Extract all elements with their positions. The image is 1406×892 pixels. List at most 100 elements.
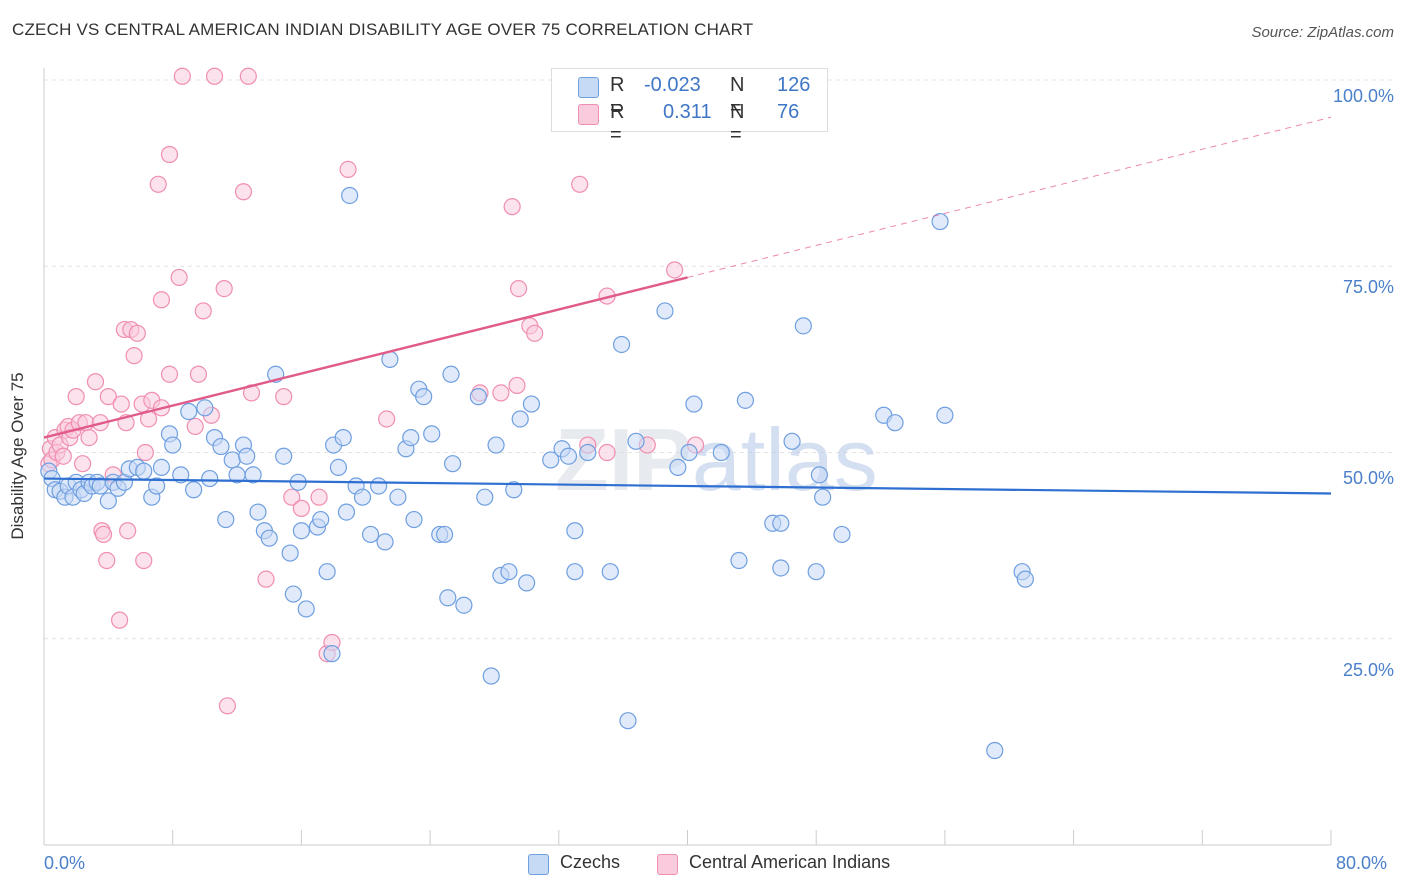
cai-point [339, 160, 357, 178]
czechs-point [238, 447, 256, 465]
cai-point [160, 365, 179, 383]
czechs-point [341, 186, 359, 205]
cai-point [112, 395, 130, 413]
czechs-point [936, 406, 954, 424]
cai-point [292, 499, 310, 517]
x-tick-label-max: 80.0% [1336, 853, 1388, 873]
r-value: -0.023 [644, 74, 701, 96]
y-tick-label-75: 75.0% [1342, 277, 1394, 297]
czechs-point [444, 455, 462, 473]
cai-point [152, 291, 171, 309]
czechs-legend-swatch [528, 854, 549, 875]
cai-point [275, 388, 293, 406]
cai-point [99, 388, 117, 406]
czechs-point [212, 437, 230, 456]
y-axis-label: Disability Age Over 75 [8, 372, 27, 540]
r-value: 0.311 [663, 101, 712, 123]
cai-point [119, 522, 137, 540]
czechs-point [680, 443, 698, 462]
series-cai-points [40, 67, 705, 715]
czechs-point [627, 432, 645, 450]
n-label: N = [730, 101, 745, 146]
cai-point [378, 410, 396, 428]
r-label: R = [610, 101, 625, 146]
czechs-point [334, 429, 352, 447]
czechs-point [487, 436, 505, 454]
czechs-point [814, 488, 832, 506]
czechs-point [223, 451, 241, 469]
czechs-point [402, 429, 420, 447]
czechs-point [833, 525, 851, 544]
cai-point [67, 388, 85, 406]
czechs-point [712, 443, 730, 462]
cai-point [492, 384, 510, 402]
cai-point [571, 175, 589, 193]
czechs-point [986, 741, 1004, 760]
czechs-point [361, 525, 380, 544]
czechs-point [619, 712, 637, 730]
cai-point [86, 373, 105, 391]
czechs-point [148, 477, 166, 495]
czechs-point [185, 481, 203, 499]
cai-point [160, 145, 179, 164]
czechs-point [260, 529, 278, 547]
czechs-point [405, 510, 423, 529]
czechs-point [542, 451, 560, 469]
cai-point [283, 488, 301, 506]
czechs-trend-line [43, 477, 1332, 495]
stats-box: R = -0.023 N = 126 R = 0.311 N = 76 [551, 68, 828, 146]
r-label: R = [610, 74, 625, 119]
czechs-point [135, 462, 153, 480]
legend-label: Czechs [560, 852, 621, 872]
cai-point [54, 447, 72, 465]
czechs-point [376, 533, 394, 551]
series-czechs-points [40, 186, 1034, 760]
czechs-point [99, 492, 117, 510]
cai-swatch [578, 104, 599, 125]
czechs-point [455, 596, 473, 614]
grid-lines [44, 79, 1392, 640]
czechs-point [439, 589, 457, 607]
czechs-point [469, 388, 487, 406]
axes [43, 68, 1332, 846]
czechs-point [353, 488, 372, 506]
czechs-point [284, 585, 302, 603]
czechs-point [281, 544, 299, 562]
czechs-point [476, 488, 494, 506]
cai-point [509, 280, 528, 298]
czechs-point [656, 302, 674, 320]
cai-point [135, 551, 153, 570]
y-tick-label-50: 50.0% [1342, 468, 1394, 488]
n-value: 76 [777, 101, 800, 123]
cai-point [257, 570, 275, 588]
czechs-point [886, 414, 904, 432]
czechs-point [730, 551, 748, 570]
czechs-point [389, 488, 407, 506]
cai-point [215, 280, 233, 298]
czechs-point [370, 477, 388, 495]
cai-point [234, 183, 253, 201]
cai-trend-line-extension [687, 116, 1332, 278]
cai-point [508, 376, 526, 395]
cai-point [128, 324, 146, 342]
czechs-point [685, 395, 703, 413]
czechs-point [772, 514, 790, 532]
source-text: Source: ZipAtlas.com [1251, 24, 1394, 41]
czechs-point [511, 410, 529, 428]
czechs-point [201, 469, 219, 488]
czechs-swatch [578, 77, 599, 98]
y-tick-label-25: 25.0% [1342, 660, 1394, 680]
cai-point [526, 324, 544, 342]
czechs-point [601, 563, 619, 581]
cai-legend-swatch [657, 854, 678, 875]
czechs-point [180, 402, 198, 421]
cai-point [598, 443, 616, 462]
czechs-point [579, 443, 597, 462]
czechs-point [772, 559, 790, 577]
czechs-point [217, 510, 235, 529]
cai-point [218, 697, 236, 715]
czechs-point [518, 574, 536, 592]
czechs-point [505, 481, 523, 499]
cai-point [194, 302, 212, 320]
cai-point [239, 67, 257, 85]
